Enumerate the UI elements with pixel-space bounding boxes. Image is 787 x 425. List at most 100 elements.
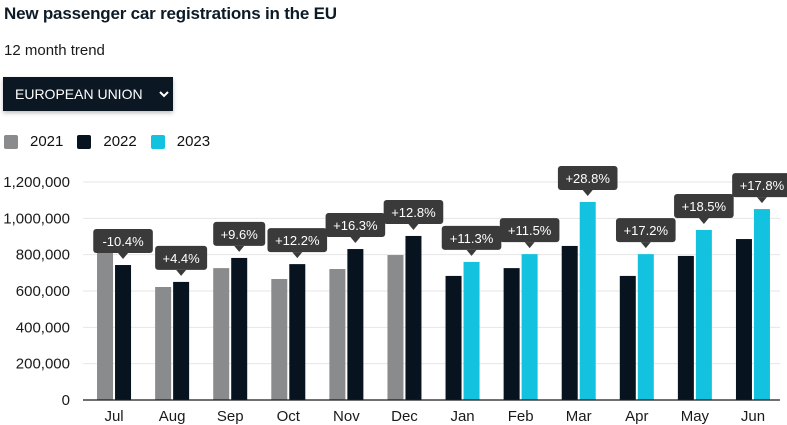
bar-sep-2022[interactable] <box>231 257 248 400</box>
region-dropdown[interactable]: EUROPEAN UNION <box>3 77 173 111</box>
change-annotations: -10.4% +4.4% +9.6% +12.2% +16.3% +12.8% +11.3%… <box>93 165 787 276</box>
legend-item-2022[interactable]: 2022 <box>77 133 137 150</box>
y-tick-label: 800,000 <box>16 247 70 264</box>
legend: 2021 2022 2023 <box>4 133 224 150</box>
bubble-box <box>325 213 386 238</box>
change-bubble: +12.8% <box>383 199 444 230</box>
change-bubble: +9.6% <box>213 221 266 252</box>
chart-title: New passenger car registrations in the E… <box>4 4 337 23</box>
bar-oct-2022[interactable] <box>289 264 306 400</box>
bubble-box <box>383 199 444 224</box>
bar-nov-2021[interactable] <box>329 269 346 400</box>
bar-nov-2022[interactable] <box>347 249 364 400</box>
region-dropdown-label: EUROPEAN UNION <box>15 86 143 102</box>
bar-aug-2021[interactable] <box>155 287 172 400</box>
x-tick-label: Jul <box>104 408 123 425</box>
bar-apr-2022[interactable] <box>619 275 636 400</box>
bar-feb-2022[interactable] <box>503 268 520 400</box>
x-tick-label: Jun <box>741 408 765 425</box>
bar-jun-2023[interactable] <box>753 209 770 400</box>
bar-dec-2022[interactable] <box>405 235 422 400</box>
bubble-text: +11.3% <box>450 231 494 246</box>
bubble-text: +28.8% <box>565 171 610 186</box>
legend-swatch-2021 <box>4 134 18 149</box>
bubble-pointer <box>582 189 593 196</box>
bubble-pointer <box>118 253 129 260</box>
bar-feb-2023[interactable] <box>521 254 538 400</box>
change-bubble: +18.5% <box>674 193 734 224</box>
bubble-text: +11.5% <box>508 223 552 238</box>
bubble-box <box>213 221 266 246</box>
bubble-text: +17.8% <box>740 178 785 193</box>
bubble-text: +16.3% <box>333 218 378 233</box>
bubble-box <box>93 229 153 254</box>
bubble-pointer <box>234 245 245 252</box>
bar-sep-2021[interactable] <box>213 268 230 400</box>
y-tick-label: 1,200,000 <box>3 174 70 191</box>
change-bubble: +4.4% <box>155 245 208 276</box>
legend-label-2022: 2022 <box>103 133 137 150</box>
bar-mar-2022[interactable] <box>561 245 578 400</box>
bar-jan-2023[interactable] <box>463 261 480 400</box>
change-bubble: +11.3% <box>441 225 502 256</box>
legend-label-2023: 2023 <box>176 133 211 150</box>
x-tick-label: Sep <box>217 408 244 425</box>
x-tick-label: Oct <box>277 408 301 425</box>
x-tick-label: Nov <box>333 408 360 425</box>
x-tick-label: May <box>681 408 710 425</box>
bubble-pointer <box>176 269 187 276</box>
y-tick-label: 400,000 <box>16 319 70 336</box>
y-tick-label: 200,000 <box>16 356 70 373</box>
change-bubble: +11.5% <box>499 218 560 249</box>
bubble-text: +17.2% <box>624 223 669 238</box>
bar-oct-2021[interactable] <box>271 279 288 400</box>
change-bubble: +17.2% <box>615 218 676 249</box>
bubble-text: +12.2% <box>275 233 320 248</box>
bubble-box <box>267 228 328 253</box>
x-tick-label: Apr <box>625 408 648 425</box>
y-axis-ticks: 0 200,000 400,000 600,000 800,000 1,000,000 1,… <box>3 174 70 409</box>
change-bubble: +16.3% <box>325 213 386 244</box>
bubble-box <box>557 165 618 190</box>
change-bubble: -10.4% <box>93 229 153 260</box>
bubble-pointer <box>408 223 419 230</box>
bubble-box <box>441 225 502 250</box>
bar-apr-2023[interactable] <box>637 254 654 400</box>
bubble-text: +9.6% <box>221 227 259 242</box>
legend-swatch-2022 <box>77 134 92 149</box>
x-tick-label: Mar <box>566 408 592 425</box>
bar-jun-2022[interactable] <box>735 239 752 400</box>
bar-jul-2021[interactable] <box>97 250 114 400</box>
change-bubble: +12.2% <box>267 228 328 259</box>
bubble-box <box>674 193 734 218</box>
bubble-pointer <box>350 237 361 244</box>
bar-mar-2023[interactable] <box>579 201 596 400</box>
bar-aug-2022[interactable] <box>173 281 190 400</box>
bubble-pointer <box>524 242 535 249</box>
x-tick-label: Feb <box>508 408 534 425</box>
y-tick-label: 600,000 <box>16 283 70 300</box>
bar-jan-2022[interactable] <box>445 275 462 400</box>
bar-may-2023[interactable] <box>695 229 712 400</box>
x-tick-label: Jan <box>450 408 474 425</box>
y-tick-label: 1,000,000 <box>3 210 70 227</box>
bubble-pointer <box>466 249 477 256</box>
bar-dec-2021[interactable] <box>387 255 404 400</box>
bar-jul-2022[interactable] <box>115 265 132 400</box>
y-tick-label: 0 <box>62 392 70 409</box>
bubble-text: -10.4% <box>102 234 144 249</box>
bubble-box <box>155 245 208 270</box>
bubble-pointer <box>698 217 709 224</box>
chevron-down-icon <box>158 91 169 98</box>
change-bubble: +28.8% <box>557 165 618 196</box>
legend-item-2021[interactable]: 2021 <box>4 133 63 150</box>
bar-may-2022[interactable] <box>677 255 694 400</box>
bubble-text: +18.5% <box>682 199 727 214</box>
change-bubble: +17.8% <box>732 173 787 204</box>
legend-item-2023[interactable]: 2023 <box>150 133 211 150</box>
bubble-text: +4.4% <box>163 251 201 266</box>
legend-swatch-2023 <box>150 134 165 149</box>
bubble-box <box>499 218 560 243</box>
bubble-pointer <box>292 252 303 259</box>
